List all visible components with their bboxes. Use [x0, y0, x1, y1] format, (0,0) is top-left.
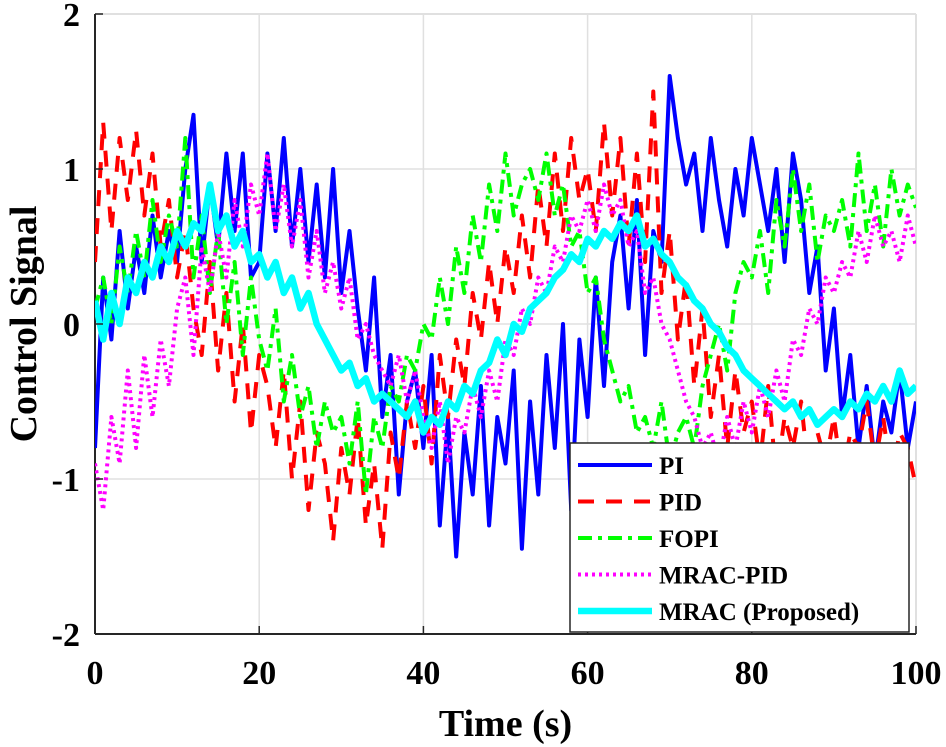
x-tick-label: 80: [735, 655, 769, 692]
legend-box: [569, 442, 910, 633]
y-tick-label: 2: [63, 0, 80, 34]
legend-label: MRAC (Proposed): [659, 599, 859, 626]
legend-item: FOPI: [578, 526, 719, 553]
legend: PI PID FOPI MRAC-PID MRAC (Proposed): [569, 442, 910, 633]
x-tick-label: 20: [242, 655, 276, 692]
y-tick-label: -2: [52, 617, 80, 654]
y-axis-ticks: -2 -1 0 1 2: [52, 0, 103, 654]
legend-item: MRAC-PID: [578, 563, 788, 590]
grid-lines: [94, 13, 917, 635]
legend-item: MRAC (Proposed): [578, 599, 859, 626]
series-line-mrac-proposed: [95, 181, 916, 436]
x-tick-label: 0: [87, 655, 104, 692]
legend-label: MRAC-PID: [659, 563, 788, 590]
legend-item: PI: [578, 453, 684, 480]
x-tick-label: 60: [571, 655, 605, 692]
x-tick-label: 100: [891, 655, 942, 692]
legend-label: PID: [659, 490, 702, 517]
x-axis-ticks: 0 20 40 60 80 100: [87, 626, 942, 692]
legend-label: PI: [659, 453, 684, 480]
legend-label: FOPI: [659, 526, 719, 553]
series-line-fopi: [95, 136, 916, 497]
y-tick-label: -1: [52, 462, 80, 499]
y-tick-label: 1: [63, 152, 80, 189]
y-tick-label: 0: [63, 307, 80, 344]
x-axis-title: Time (s): [439, 703, 572, 745]
x-tick-label: 40: [406, 655, 440, 692]
series-line-pi: [95, 74, 916, 559]
y-axis-title: Control Signal: [3, 206, 45, 443]
legend-item: PID: [578, 490, 702, 517]
